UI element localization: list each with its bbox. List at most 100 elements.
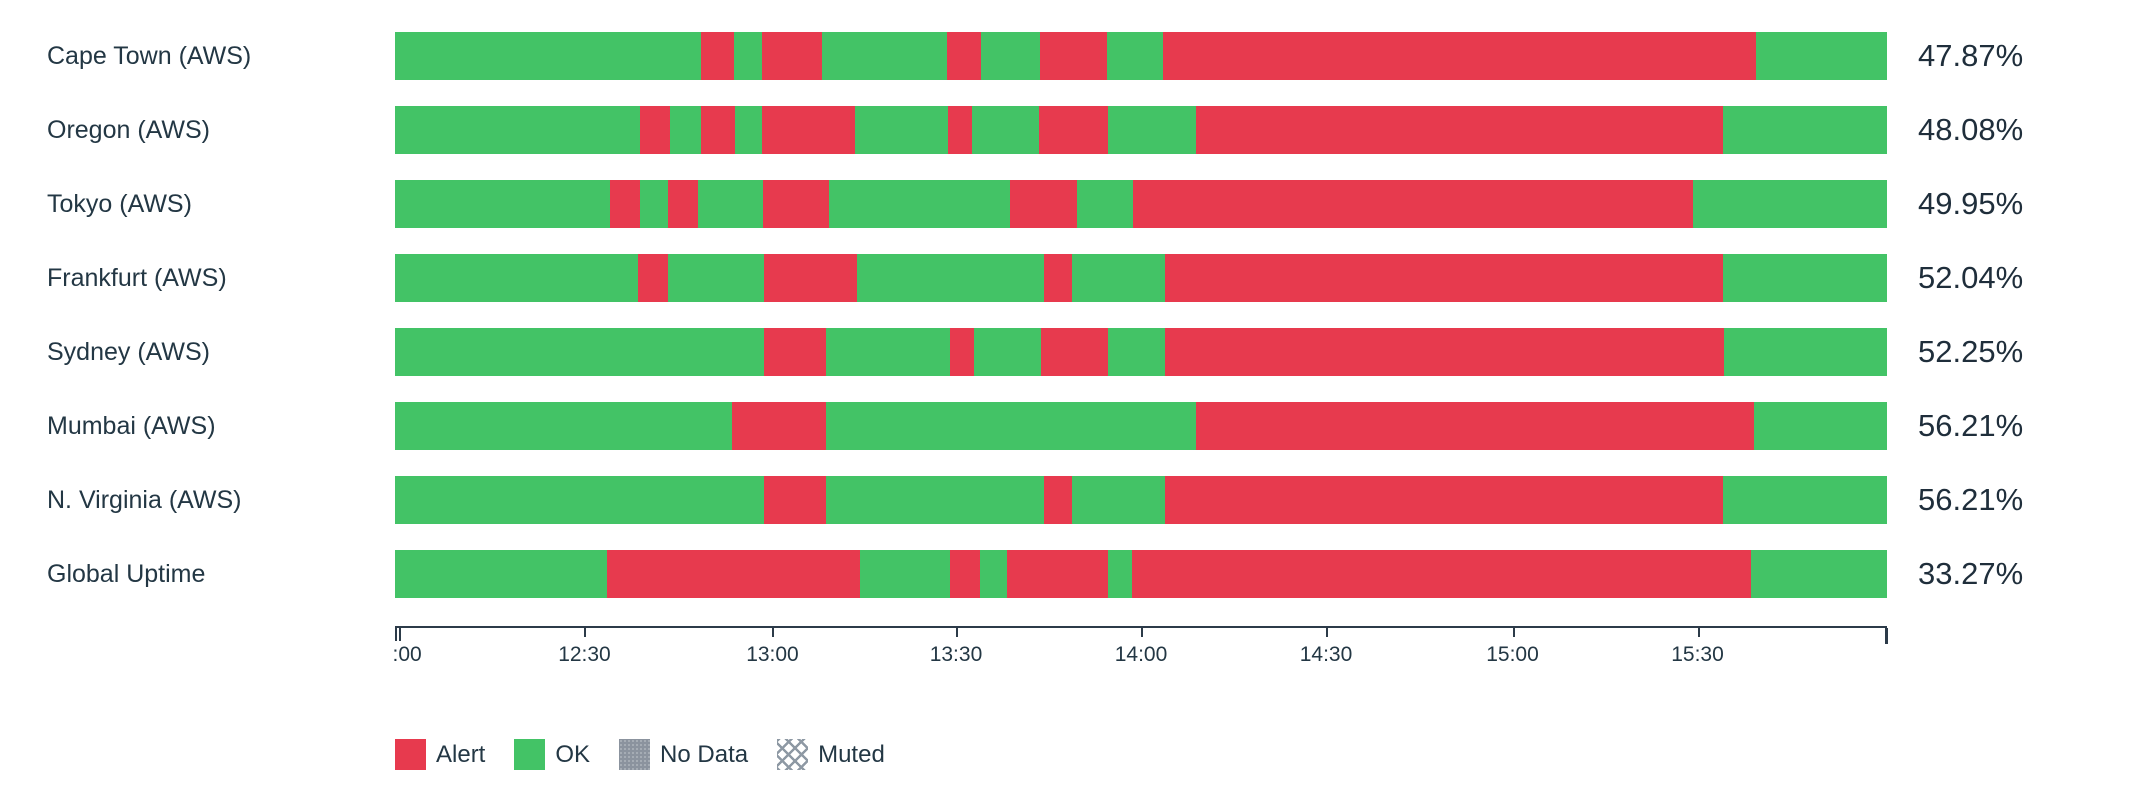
nodata-swatch-icon: [619, 739, 651, 770]
status-segment-alert[interactable]: [732, 402, 827, 450]
status-segment-alert[interactable]: [1043, 254, 1073, 302]
legend-label-nodata: No Data: [660, 740, 749, 768]
status-segment-ok[interactable]: [981, 32, 1040, 80]
status-segment-alert[interactable]: [638, 254, 669, 302]
row-value-n-virginia-aws: 56.21%: [1918, 482, 2024, 517]
status-segment-ok[interactable]: [826, 402, 1197, 450]
status-segment-alert[interactable]: [1040, 328, 1109, 376]
status-segment-alert[interactable]: [947, 32, 982, 80]
row-label-n-virginia-aws: N. Virginia (AWS): [47, 485, 242, 514]
status-segment-ok[interactable]: [395, 180, 610, 228]
status-segment-ok[interactable]: [979, 550, 1007, 598]
legend-item-muted[interactable]: Muted: [777, 739, 885, 770]
status-segment-ok[interactable]: [972, 106, 1040, 154]
axis-tick: [772, 628, 775, 637]
axis-end-tick: [1885, 628, 1888, 644]
status-segment-alert[interactable]: [1006, 550, 1109, 598]
status-segment-ok[interactable]: [860, 550, 950, 598]
status-segment-alert[interactable]: [763, 476, 827, 524]
status-segment-ok[interactable]: [1076, 180, 1134, 228]
status-bar-sydney-aws: [395, 328, 1887, 376]
row-label-oregon-aws: Oregon (AWS): [47, 115, 211, 144]
axis-tick-label: 13:30: [929, 643, 983, 666]
status-segment-alert[interactable]: [763, 328, 827, 376]
status-segment-ok[interactable]: [1722, 106, 1887, 154]
status-segment-ok[interactable]: [1072, 254, 1165, 302]
status-segment-alert[interactable]: [950, 328, 974, 376]
status-segment-alert[interactable]: [700, 32, 734, 80]
status-segment-ok[interactable]: [821, 32, 947, 80]
status-segment-alert[interactable]: [1163, 32, 1756, 80]
status-segment-ok[interactable]: [395, 254, 639, 302]
status-segment-ok[interactable]: [395, 106, 640, 154]
status-segment-alert[interactable]: [1133, 180, 1693, 228]
status-segment-alert[interactable]: [1164, 476, 1723, 524]
status-segment-alert[interactable]: [762, 106, 855, 154]
status-segment-alert[interactable]: [763, 180, 830, 228]
status-segment-ok[interactable]: [829, 180, 1010, 228]
axis-tick: [1512, 628, 1515, 637]
status-segment-ok[interactable]: [395, 550, 607, 598]
status-bar-global-uptime: [395, 550, 1887, 598]
status-segment-alert[interactable]: [606, 550, 861, 598]
status-segment-ok[interactable]: [1755, 32, 1887, 80]
status-segment-ok[interactable]: [697, 180, 764, 228]
status-segment-alert[interactable]: [1039, 106, 1109, 154]
status-segment-ok[interactable]: [1722, 476, 1887, 524]
status-segment-ok[interactable]: [733, 32, 763, 80]
legend-item-ok[interactable]: OK: [514, 739, 590, 770]
row-label-frankfurt-aws: Frankfurt (AWS): [47, 263, 227, 292]
row-value-frankfurt-aws: 52.04%: [1918, 260, 2024, 295]
status-segment-ok[interactable]: [1724, 328, 1887, 376]
status-segment-ok[interactable]: [826, 328, 950, 376]
row-value-sydney-aws: 52.25%: [1918, 334, 2024, 369]
status-segment-alert[interactable]: [1164, 254, 1723, 302]
status-segment-alert[interactable]: [1196, 106, 1723, 154]
status-segment-alert[interactable]: [762, 32, 822, 80]
status-segment-alert[interactable]: [948, 106, 973, 154]
status-segment-ok[interactable]: [669, 106, 701, 154]
muted-swatch-icon: [777, 739, 809, 770]
status-segment-alert[interactable]: [1039, 32, 1107, 80]
status-segment-ok[interactable]: [1108, 106, 1197, 154]
status-segment-ok[interactable]: [395, 476, 764, 524]
status-segment-ok[interactable]: [826, 476, 1044, 524]
status-segment-ok[interactable]: [1106, 32, 1164, 80]
legend-item-alert[interactable]: Alert: [395, 739, 485, 770]
status-segment-ok[interactable]: [857, 254, 1044, 302]
status-segment-ok[interactable]: [1108, 550, 1132, 598]
status-segment-ok[interactable]: [1692, 180, 1887, 228]
status-segment-alert[interactable]: [1009, 180, 1077, 228]
status-segment-ok[interactable]: [1722, 254, 1887, 302]
status-segment-alert[interactable]: [700, 106, 736, 154]
status-segment-ok[interactable]: [395, 328, 764, 376]
status-segment-alert[interactable]: [639, 106, 670, 154]
status-segment-alert[interactable]: [668, 180, 698, 228]
status-segment-ok[interactable]: [668, 254, 764, 302]
status-segment-alert[interactable]: [1131, 550, 1752, 598]
axis-tick-label: 14:30: [1299, 643, 1353, 666]
status-segment-ok[interactable]: [1108, 328, 1165, 376]
row-value-mumbai-aws: 56.21%: [1918, 408, 2024, 443]
status-segment-alert[interactable]: [1196, 402, 1755, 450]
status-segment-ok[interactable]: [1751, 550, 1887, 598]
status-segment-ok[interactable]: [1072, 476, 1165, 524]
status-segment-ok[interactable]: [1754, 402, 1887, 450]
status-segment-alert[interactable]: [950, 550, 980, 598]
status-segment-alert[interactable]: [1164, 328, 1725, 376]
status-segment-ok[interactable]: [395, 402, 733, 450]
row-label-tokyo-aws: Tokyo (AWS): [47, 189, 192, 218]
status-segment-ok[interactable]: [639, 180, 669, 228]
status-segment-ok[interactable]: [973, 328, 1041, 376]
status-segment-ok[interactable]: [735, 106, 762, 154]
legend-item-nodata[interactable]: No Data: [619, 739, 748, 770]
status-segment-alert[interactable]: [1044, 476, 1073, 524]
status-segment-alert[interactable]: [609, 180, 640, 228]
row-label-cape-town-aws: Cape Town (AWS): [47, 41, 252, 70]
row-label-mumbai-aws: Mumbai (AWS): [47, 411, 216, 440]
status-segment-alert[interactable]: [763, 254, 858, 302]
legend-label-muted: Muted: [818, 740, 885, 768]
status-segment-ok[interactable]: [395, 32, 701, 80]
status-bar-oregon-aws: [395, 106, 1887, 154]
status-segment-ok[interactable]: [854, 106, 949, 154]
